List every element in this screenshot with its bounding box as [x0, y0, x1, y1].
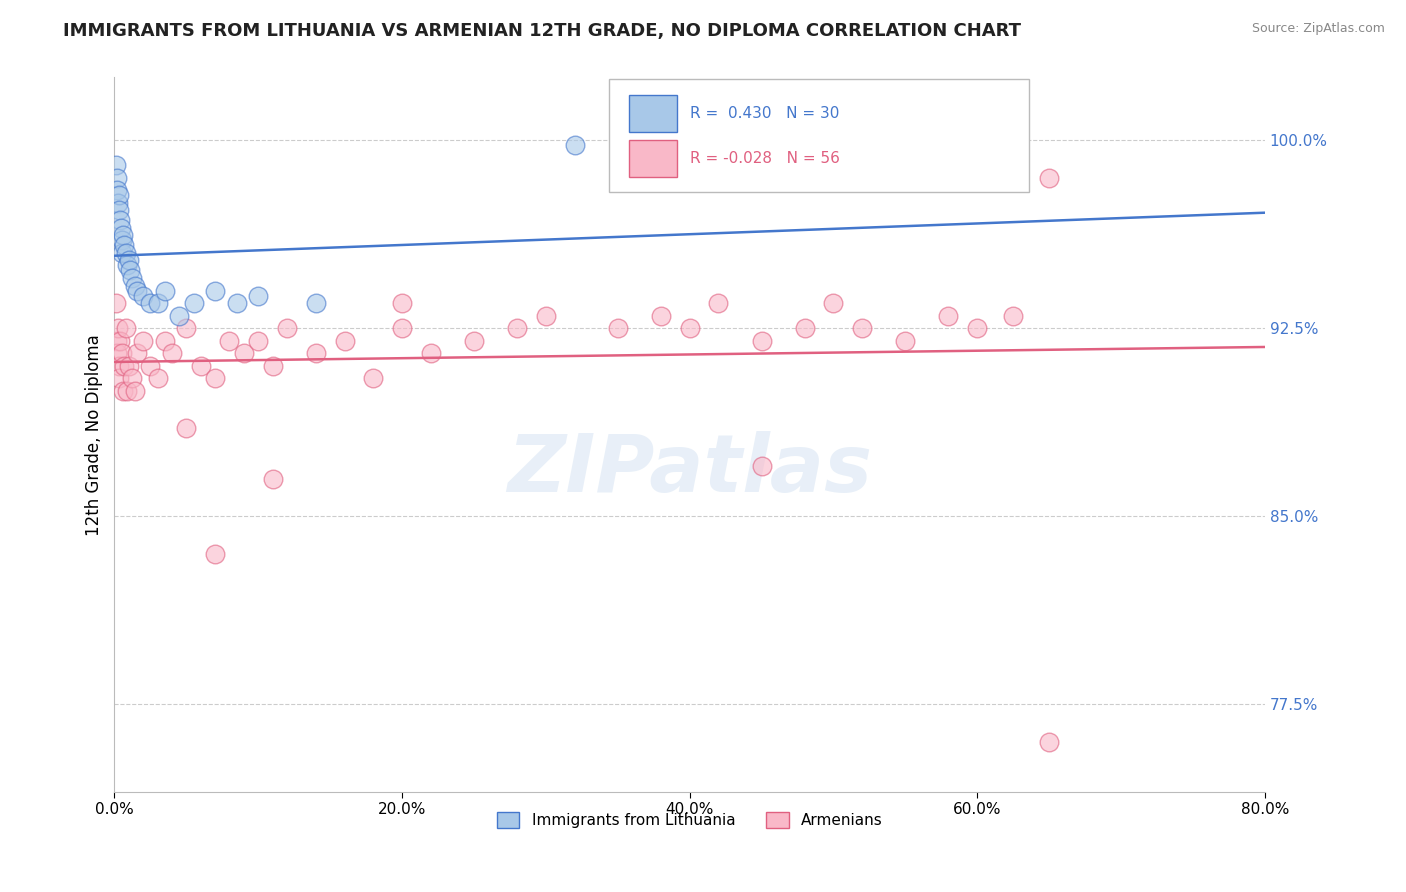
Point	[117, 384, 139, 398]
Point	[153, 334, 176, 348]
Bar	[628, 140, 676, 178]
Text: ZIPatlas: ZIPatlas	[508, 432, 872, 509]
Point	[104, 158, 127, 172]
Legend: Immigrants from Lithuania, Armenians: Immigrants from Lithuania, Armenians	[491, 806, 889, 834]
Point	[114, 359, 136, 373]
Point	[112, 384, 135, 398]
Point	[204, 284, 226, 298]
Point	[1002, 309, 1025, 323]
Bar	[628, 95, 676, 132]
Point	[851, 321, 873, 335]
Point	[107, 359, 129, 373]
Point	[606, 321, 628, 335]
Point	[707, 296, 730, 310]
Point	[105, 346, 128, 360]
Point	[120, 263, 142, 277]
Point	[121, 271, 143, 285]
Point	[127, 284, 149, 298]
Point	[110, 346, 132, 360]
Point	[114, 238, 136, 252]
Point	[793, 321, 815, 335]
Point	[1038, 170, 1060, 185]
Point	[305, 346, 328, 360]
Point	[176, 321, 198, 335]
Point	[247, 334, 270, 348]
Point	[139, 296, 162, 310]
Point	[333, 334, 356, 348]
Point	[115, 321, 138, 335]
Point	[105, 170, 128, 185]
Point	[262, 359, 284, 373]
Point	[183, 296, 205, 310]
Point	[391, 321, 413, 335]
Point	[391, 296, 413, 310]
Point	[190, 359, 212, 373]
Point	[115, 246, 138, 260]
Point	[176, 421, 198, 435]
Point	[104, 296, 127, 310]
Point	[204, 371, 226, 385]
Point	[823, 296, 845, 310]
Point	[225, 296, 247, 310]
Point	[204, 547, 226, 561]
Point	[124, 278, 146, 293]
Point	[124, 384, 146, 398]
Point	[112, 228, 135, 243]
Point	[110, 234, 132, 248]
FancyBboxPatch shape	[609, 78, 1029, 192]
Point	[218, 334, 240, 348]
Point	[105, 334, 128, 348]
Point	[153, 284, 176, 298]
Text: R =  0.430   N = 30: R = 0.430 N = 30	[689, 106, 839, 121]
Point	[111, 246, 134, 260]
Text: IMMIGRANTS FROM LITHUANIA VS ARMENIAN 12TH GRADE, NO DIPLOMA CORRELATION CHART: IMMIGRANTS FROM LITHUANIA VS ARMENIAN 12…	[63, 22, 1021, 40]
Point	[121, 371, 143, 385]
Point	[247, 288, 270, 302]
Point	[139, 359, 162, 373]
Point	[117, 259, 139, 273]
Point	[751, 458, 773, 473]
Point	[108, 203, 131, 218]
Point	[105, 183, 128, 197]
Text: R = -0.028   N = 56: R = -0.028 N = 56	[689, 152, 839, 167]
Point	[463, 334, 485, 348]
Point	[108, 213, 131, 227]
Point	[118, 359, 141, 373]
Point	[938, 309, 960, 323]
Point	[361, 371, 384, 385]
Text: Source: ZipAtlas.com: Source: ZipAtlas.com	[1251, 22, 1385, 36]
Point	[276, 321, 298, 335]
Point	[146, 371, 169, 385]
Point	[118, 253, 141, 268]
Point	[305, 296, 328, 310]
Point	[108, 371, 131, 385]
Point	[650, 309, 672, 323]
Point	[564, 138, 586, 153]
Point	[127, 346, 149, 360]
Point	[966, 321, 988, 335]
Point	[107, 195, 129, 210]
Point	[107, 321, 129, 335]
Point	[110, 220, 132, 235]
Point	[108, 334, 131, 348]
Point	[506, 321, 529, 335]
Point	[107, 188, 129, 202]
Point	[419, 346, 441, 360]
Y-axis label: 12th Grade, No Diploma: 12th Grade, No Diploma	[86, 334, 103, 535]
Point	[262, 472, 284, 486]
Point	[132, 288, 155, 302]
Point	[160, 346, 183, 360]
Point	[534, 309, 557, 323]
Point	[894, 334, 917, 348]
Point	[232, 346, 254, 360]
Point	[678, 321, 700, 335]
Point	[1038, 735, 1060, 749]
Point	[146, 296, 169, 310]
Point	[167, 309, 190, 323]
Point	[132, 334, 155, 348]
Point	[751, 334, 773, 348]
